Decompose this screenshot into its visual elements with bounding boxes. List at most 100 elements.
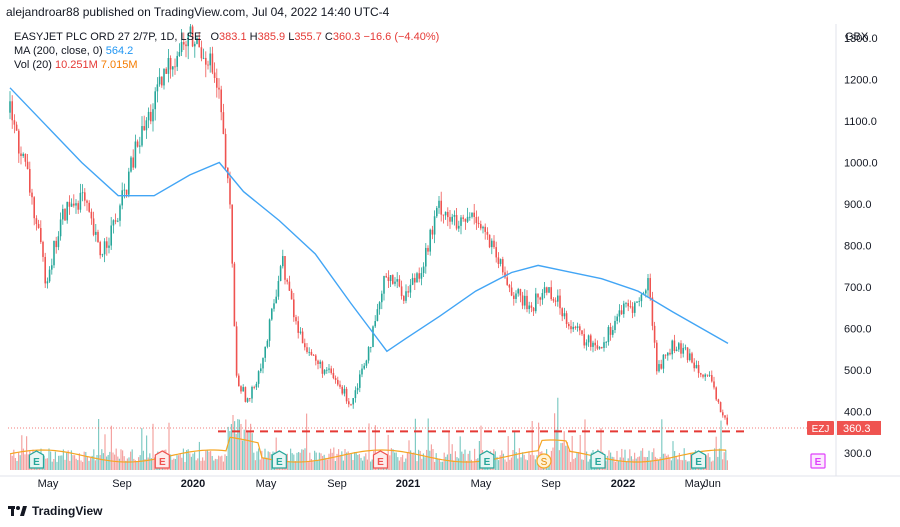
volume-bar	[211, 455, 213, 470]
volume-bar	[91, 455, 93, 470]
earnings-event-icon[interactable]	[271, 450, 287, 469]
volume-bar	[680, 459, 682, 470]
candle-body	[73, 203, 75, 206]
candle-body	[594, 342, 596, 346]
candle-body	[62, 208, 64, 220]
volume-bar	[331, 452, 333, 470]
tradingview-footer[interactable]: TradingView	[8, 504, 102, 518]
candle-body	[220, 89, 222, 113]
volume-bar	[442, 461, 444, 470]
volume-bar	[413, 452, 415, 470]
candle-body	[229, 178, 231, 205]
chart-area[interactable]: GBX 1300.0 1200.0 1100.0 1000.0 900.0 800.0 700…	[0, 18, 900, 492]
volume-bar	[686, 461, 688, 470]
volume-bar	[90, 457, 92, 470]
candle-body	[95, 231, 97, 235]
volume-bar	[581, 459, 583, 470]
volume-bar	[181, 457, 183, 470]
volume-bar	[518, 448, 520, 470]
volume-bar	[171, 459, 173, 470]
volume-bar	[243, 429, 245, 470]
volume-bar	[456, 457, 458, 470]
split-event-icon[interactable]	[536, 453, 552, 469]
y-tick-label: 1000.0	[844, 158, 878, 170]
volume-bar	[301, 449, 303, 470]
volume-bar	[221, 455, 223, 470]
volume-bar	[102, 453, 104, 470]
volume-bar	[45, 458, 47, 470]
currency-label: GBX	[845, 31, 869, 43]
volume-bar	[54, 451, 56, 470]
candle-body	[136, 141, 139, 147]
candle-body	[178, 52, 181, 56]
candle-body	[565, 313, 568, 325]
candle-body	[543, 287, 546, 294]
volume-bar	[582, 459, 584, 470]
volume-bar	[587, 461, 589, 470]
volume-bar	[629, 449, 631, 470]
volume-bar	[406, 452, 408, 470]
legend-ma-row[interactable]: MA (200, close, 0) 564.2	[14, 44, 439, 58]
candle-body	[141, 126, 143, 146]
candle-body	[238, 375, 240, 387]
volume-bar	[254, 460, 256, 470]
volume-bar	[610, 452, 612, 470]
volume-bar	[210, 451, 212, 470]
volume-bar	[339, 454, 341, 470]
volume-bar	[224, 454, 226, 470]
volume-bar	[312, 460, 314, 470]
earnings-event-icon[interactable]	[590, 450, 606, 469]
candle-body	[75, 203, 77, 206]
candle-body	[180, 42, 183, 53]
volume-bar	[656, 458, 658, 470]
volume-bar	[621, 448, 623, 470]
candle-body	[367, 347, 370, 361]
candle-body	[568, 324, 570, 327]
volume-bar	[304, 448, 306, 470]
volume-bar	[558, 450, 560, 470]
candle-body	[15, 124, 18, 131]
candle-body	[510, 287, 513, 296]
earnings-event-icon[interactable]	[154, 450, 170, 469]
candle-body	[645, 290, 647, 294]
earnings-event-icon[interactable]	[372, 450, 389, 469]
x-tick-label: May	[38, 478, 59, 490]
candle-body	[156, 84, 159, 92]
volume-bar	[170, 454, 172, 470]
earnings-event-icon[interactable]	[810, 453, 826, 469]
volume-bar	[429, 450, 431, 470]
candle-body	[90, 211, 93, 219]
candle-body	[629, 306, 632, 308]
candle-body	[92, 218, 95, 235]
volume-bar	[253, 452, 255, 470]
volume-bar	[432, 449, 434, 470]
volume-bar	[510, 457, 512, 470]
legend-symbol[interactable]: EASYJET PLC ORD 27 2/7P, 1D, LSE	[14, 31, 202, 43]
candle-body	[491, 240, 493, 248]
earnings-event-icon[interactable]	[479, 450, 495, 469]
volume-bar	[74, 455, 76, 470]
candle-body	[110, 225, 112, 246]
volume-bar	[586, 451, 588, 470]
volume-bar	[642, 448, 644, 470]
volume-bar	[374, 425, 376, 470]
candle-body	[53, 240, 55, 266]
legend-vol-row[interactable]: Vol (20) 10.251M 7.015M	[14, 58, 439, 72]
volume-bar	[613, 457, 615, 470]
volume-bar	[568, 449, 570, 470]
candle-body	[231, 204, 233, 264]
earnings-event-icon[interactable]	[690, 450, 707, 469]
y-tick-label: 400.0	[844, 407, 872, 419]
volume-bar	[72, 455, 74, 470]
candle-body	[121, 190, 123, 206]
candle-body	[260, 368, 262, 372]
candle-body	[134, 141, 137, 168]
candle-body	[64, 208, 66, 221]
legend-symbol-row: EASYJET PLC ORD 27 2/7P, 1D, LSE O383.1 …	[14, 30, 439, 44]
candle-body	[689, 353, 691, 361]
earnings-event-icon[interactable]	[28, 450, 45, 469]
volume-bar	[466, 460, 468, 470]
candle-body	[590, 335, 592, 347]
candle-body	[165, 68, 167, 74]
